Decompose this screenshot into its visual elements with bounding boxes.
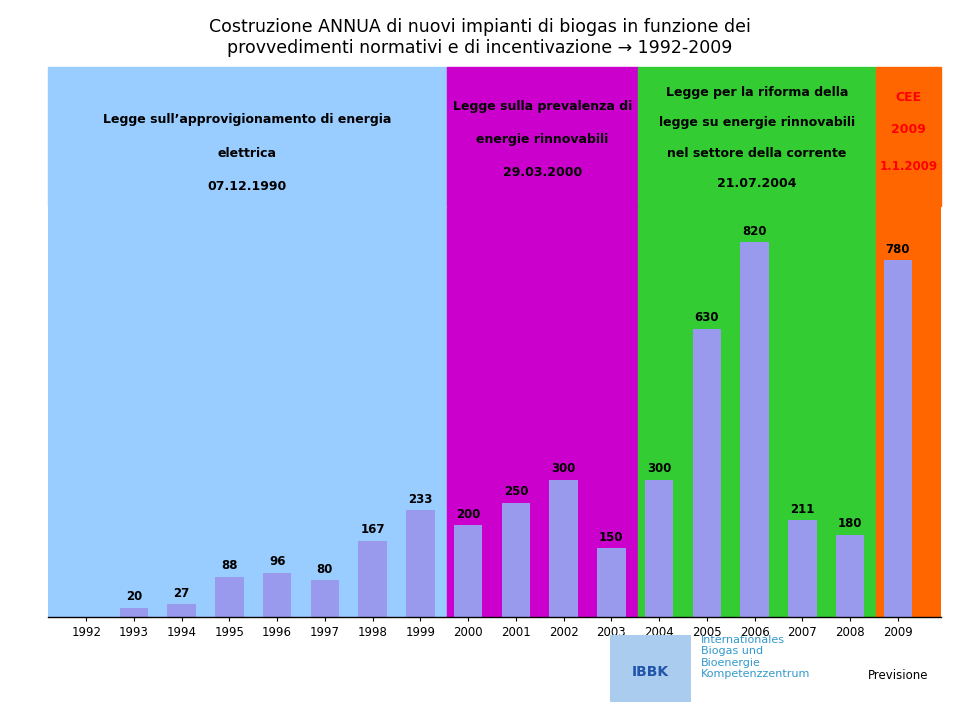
Text: 820: 820	[742, 225, 767, 238]
Bar	[597, 548, 626, 617]
Text: 29.03.2000: 29.03.2000	[502, 166, 582, 179]
Bar	[740, 242, 769, 617]
Text: Internationales
Biogas und
Bioenergie
Kompetenzzentrum: Internationales Biogas und Bioenergie Ko…	[701, 635, 810, 679]
Bar	[883, 260, 912, 617]
Text: 80: 80	[317, 563, 333, 576]
Bar	[48, 206, 446, 617]
Bar	[446, 67, 637, 206]
Text: 27: 27	[174, 587, 190, 600]
Bar	[167, 605, 196, 617]
Bar	[48, 67, 446, 206]
Bar	[263, 573, 292, 617]
Text: 150: 150	[599, 531, 624, 544]
Text: 96: 96	[269, 555, 285, 569]
Bar	[876, 206, 941, 617]
Text: 200: 200	[456, 508, 480, 521]
Bar	[637, 67, 876, 206]
Bar	[311, 580, 339, 617]
Text: 300: 300	[647, 462, 671, 475]
Text: 250: 250	[504, 485, 528, 498]
Bar	[406, 510, 435, 617]
Text: 88: 88	[221, 559, 238, 572]
Text: 630: 630	[695, 311, 719, 325]
Text: 07.12.1990: 07.12.1990	[207, 180, 287, 193]
Text: elettrica: elettrica	[218, 147, 276, 160]
Text: 300: 300	[551, 462, 576, 475]
Bar	[549, 480, 578, 617]
Text: Legge per la riforma della: Legge per la riforma della	[666, 86, 849, 99]
Bar	[501, 503, 530, 617]
Text: 233: 233	[408, 493, 433, 506]
Text: 180: 180	[838, 517, 862, 530]
Bar	[454, 525, 483, 617]
Text: Legge sull’approvigionamento di energia: Legge sull’approvigionamento di energia	[103, 113, 392, 126]
Text: legge su energie rinnovabili: legge su energie rinnovabili	[659, 116, 855, 129]
Bar	[876, 67, 941, 206]
Bar	[645, 480, 673, 617]
Bar	[836, 535, 864, 617]
Bar	[446, 206, 637, 617]
Bar	[637, 206, 876, 617]
Text: CEE: CEE	[896, 91, 922, 104]
Bar	[358, 540, 387, 617]
Text: Legge sulla prevalenza di: Legge sulla prevalenza di	[452, 99, 632, 113]
Text: nel settore della corrente: nel settore della corrente	[667, 147, 847, 160]
Text: 167: 167	[360, 523, 385, 536]
Text: 1.1.2009: 1.1.2009	[879, 160, 938, 174]
Bar	[120, 608, 148, 617]
Bar	[215, 576, 244, 617]
Text: 211: 211	[790, 503, 814, 516]
Text: 780: 780	[885, 243, 910, 256]
Text: 2009: 2009	[891, 123, 926, 136]
Text: Previsione: Previsione	[868, 669, 928, 682]
Text: 20: 20	[126, 590, 142, 603]
Bar	[692, 329, 721, 617]
Text: 21.07.2004: 21.07.2004	[717, 177, 797, 190]
Text: IBBK: IBBK	[632, 664, 669, 679]
Bar	[788, 520, 817, 617]
Text: Costruzione ANNUA di nuovi impianti di biogas in funzione dei
provvedimenti norm: Costruzione ANNUA di nuovi impianti di b…	[209, 18, 751, 57]
Text: energie rinnovabili: energie rinnovabili	[476, 133, 609, 146]
